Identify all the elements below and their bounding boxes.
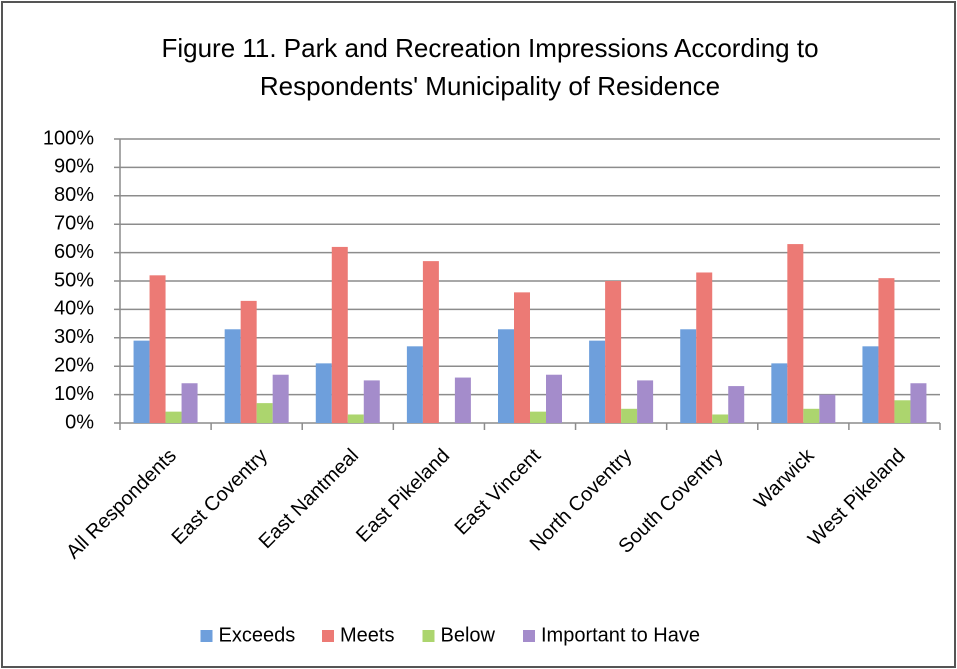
- y-tick-label: 10%: [54, 383, 94, 405]
- bar: [406, 346, 423, 423]
- chart-title: Respondents' Municipality of Residence: [260, 71, 720, 101]
- bar: [862, 346, 879, 423]
- bar: [621, 408, 638, 423]
- bar: [256, 403, 273, 423]
- bar: [771, 363, 788, 423]
- bar: [637, 380, 654, 423]
- bar: [149, 275, 166, 423]
- bar: [803, 408, 820, 423]
- bar: [878, 278, 895, 423]
- bar: [696, 272, 713, 423]
- bar: [605, 281, 622, 423]
- legend-swatch: [422, 630, 435, 642]
- bar: [133, 340, 150, 423]
- bar: [240, 300, 257, 423]
- bar: [331, 246, 348, 423]
- y-tick-label: 20%: [54, 354, 94, 376]
- bar: [728, 386, 745, 423]
- bar: [181, 383, 198, 423]
- legend-label: Important to Have: [541, 624, 700, 646]
- y-tick-label: 40%: [54, 298, 94, 320]
- legend-label: Meets: [340, 624, 394, 646]
- legend-label: Below: [441, 624, 496, 646]
- bar: [819, 394, 836, 423]
- bar: [454, 377, 471, 423]
- chart-title: Figure 11. Park and Recreation Impressio…: [161, 33, 818, 63]
- bar: [363, 380, 380, 423]
- bar: [422, 261, 439, 423]
- y-tick-label: 70%: [54, 212, 94, 234]
- y-tick-label: 100%: [43, 127, 94, 149]
- bar: [272, 374, 289, 423]
- bar: [514, 292, 530, 423]
- legend-label: Exceeds: [219, 624, 296, 646]
- y-tick-label: 30%: [54, 326, 94, 348]
- bar: [680, 329, 697, 423]
- bar: [712, 414, 729, 423]
- y-tick-label: 80%: [54, 184, 94, 206]
- bar: [589, 340, 606, 423]
- bar: [224, 329, 241, 423]
- legend-swatch: [523, 630, 535, 642]
- legend-swatch: [200, 630, 213, 642]
- y-tick-label: 90%: [54, 156, 94, 178]
- bar: [546, 374, 562, 423]
- legend-swatch: [322, 630, 334, 642]
- bar: [894, 400, 911, 423]
- y-tick-label: 50%: [54, 269, 94, 291]
- bar: [347, 414, 364, 423]
- bar: [787, 244, 804, 423]
- bar: [498, 329, 514, 423]
- bar: [315, 363, 332, 423]
- y-tick-label: 0%: [65, 411, 94, 433]
- y-tick-label: 60%: [54, 241, 94, 263]
- bar: [910, 383, 927, 423]
- bar: [165, 411, 182, 423]
- bar: [530, 411, 546, 423]
